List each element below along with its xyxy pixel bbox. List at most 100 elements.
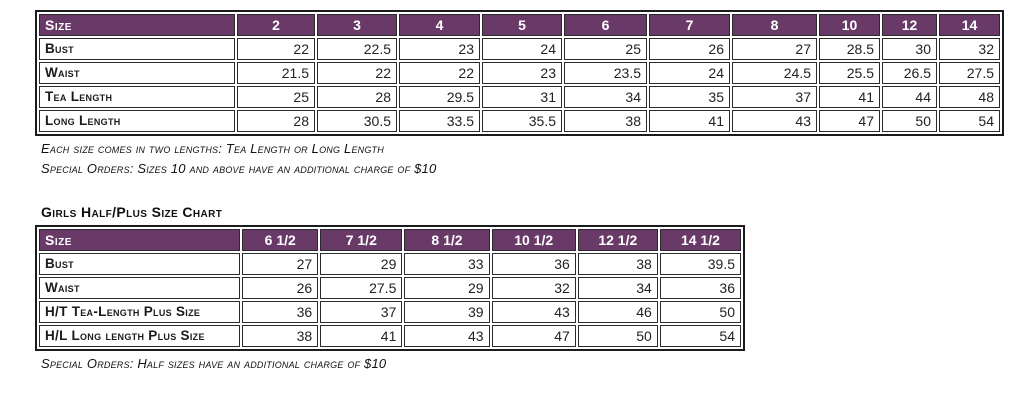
measurement-cell: 33 [404, 253, 490, 275]
measurement-cell: 38 [577, 253, 658, 275]
measurement-cell: 26 [649, 38, 730, 60]
girls-half-plus-size-chart-table: Size 6 1/2 7 1/2 8 1/2 10 1/2 12 1/2 14 1/2 Bus… [35, 225, 745, 351]
measurement-cell: 29.5 [399, 86, 480, 108]
measurement-cell: 28 [317, 86, 397, 108]
header-row: Size 2 3 4 5 6 7 8 10 12 14 [39, 14, 1000, 36]
row-label: H/T Tea-Length Plus Size [39, 301, 241, 323]
measurement-cell: 22 [317, 62, 397, 84]
table-row: Long Length 28 30.5 33.5 35.5 38 41 43 47 50 54 [39, 110, 1000, 132]
table-row: H/L Long length Plus Size 38 41 43 47 50 54 [39, 325, 741, 347]
measurement-cell: 54 [659, 325, 741, 347]
measurement-cell: 22 [237, 38, 315, 60]
measurement-cell: 23.5 [564, 62, 647, 84]
measurement-cell: 27.5 [320, 277, 403, 299]
measurement-cell: 26.5 [882, 62, 937, 84]
half-plus-chart-title: Girls Half/Plus Size Chart [41, 204, 223, 220]
measurement-cell: 39.5 [659, 253, 741, 275]
measurement-cell: 36 [491, 253, 576, 275]
measurement-cell: 29 [320, 253, 403, 275]
measurement-cell: 37 [320, 301, 403, 323]
measurement-cell: 27 [732, 38, 817, 60]
size-column-header: 14 [939, 14, 1000, 36]
measurement-cell: 50 [882, 110, 937, 132]
table-row: H/T Tea-Length Plus Size 36 37 39 43 46 50 [39, 301, 741, 323]
measurement-cell: 39 [404, 301, 490, 323]
measurement-cell: 29 [404, 277, 490, 299]
measurement-cell: 44 [882, 86, 937, 108]
row-label: Waist [39, 277, 241, 299]
measurement-cell: 37 [732, 86, 817, 108]
measurement-cell: 23 [399, 38, 480, 60]
measurement-cell: 22 [399, 62, 480, 84]
size-header-cell: Size [39, 14, 235, 36]
size-column-header: 2 [237, 14, 315, 36]
table-row: Bust 22 22.5 23 24 25 26 27 28.5 30 32 [39, 38, 1000, 60]
measurement-cell: 47 [491, 325, 576, 347]
size-column-header: 6 1/2 [242, 229, 319, 251]
measurement-cell: 31 [482, 86, 562, 108]
measurement-cell: 41 [819, 86, 880, 108]
lengths-note: Each size comes in two lengths: Tea Leng… [41, 141, 384, 156]
size-column-header: 5 [482, 14, 562, 36]
measurement-cell: 28 [237, 110, 315, 132]
size-column-header: 10 1/2 [491, 229, 576, 251]
measurement-cell: 25 [237, 86, 315, 108]
measurement-cell: 23 [482, 62, 562, 84]
measurement-cell: 50 [659, 301, 741, 323]
measurement-cell: 27 [242, 253, 319, 275]
measurement-cell: 47 [819, 110, 880, 132]
measurement-cell: 41 [649, 110, 730, 132]
measurement-cell: 30 [882, 38, 937, 60]
measurement-cell: 43 [732, 110, 817, 132]
measurement-cell: 33.5 [399, 110, 480, 132]
measurement-cell: 54 [939, 110, 1000, 132]
size-column-header: 3 [317, 14, 397, 36]
measurement-cell: 38 [564, 110, 647, 132]
size-column-header: 8 [732, 14, 817, 36]
size-header-cell: Size [39, 229, 241, 251]
size-column-header: 7 [649, 14, 730, 36]
measurement-cell: 32 [939, 38, 1000, 60]
table-row: Bust 27 29 33 36 38 39.5 [39, 253, 741, 275]
size-column-header: 4 [399, 14, 480, 36]
size-column-header: 14 1/2 [659, 229, 741, 251]
measurement-cell: 24 [482, 38, 562, 60]
measurement-cell: 34 [564, 86, 647, 108]
row-label: Bust [39, 253, 241, 275]
size-column-header: 6 [564, 14, 647, 36]
measurement-cell: 36 [659, 277, 741, 299]
measurement-cell: 21.5 [237, 62, 315, 84]
size-column-header: 8 1/2 [404, 229, 490, 251]
table-row: Tea Length 25 28 29.5 31 34 35 37 41 44 48 [39, 86, 1000, 108]
measurement-cell: 32 [491, 277, 576, 299]
measurement-cell: 28.5 [819, 38, 880, 60]
measurement-cell: 48 [939, 86, 1000, 108]
content-area: Size 2 3 4 5 6 7 8 10 12 14 Bust 22 22.5 23 24 25 26 27 28.… [35, 10, 1004, 371]
row-label: Waist [39, 62, 235, 84]
measurement-cell: 38 [242, 325, 319, 347]
row-label: Bust [39, 38, 235, 60]
measurement-cell: 46 [577, 301, 658, 323]
special-orders-note-sizes: Special Orders: Sizes 10 and above have … [41, 161, 437, 176]
measurement-cell: 41 [320, 325, 403, 347]
measurement-cell: 36 [242, 301, 319, 323]
measurement-cell: 24 [649, 62, 730, 84]
table-row: Waist 26 27.5 29 32 34 36 [39, 277, 741, 299]
measurement-cell: 27.5 [939, 62, 1000, 84]
girls-size-chart-table: Size 2 3 4 5 6 7 8 10 12 14 Bust 22 22.5 23 24 25 26 27 28.… [35, 10, 1004, 136]
measurement-cell: 26 [242, 277, 319, 299]
row-label: H/L Long length Plus Size [39, 325, 241, 347]
measurement-cell: 50 [577, 325, 658, 347]
measurement-cell: 35 [649, 86, 730, 108]
size-column-header: 7 1/2 [320, 229, 403, 251]
size-column-header: 12 1/2 [577, 229, 658, 251]
measurement-cell: 22.5 [317, 38, 397, 60]
measurement-cell: 24.5 [732, 62, 817, 84]
measurement-cell: 30.5 [317, 110, 397, 132]
measurement-cell: 25.5 [819, 62, 880, 84]
measurement-cell: 34 [577, 277, 658, 299]
header-row: Size 6 1/2 7 1/2 8 1/2 10 1/2 12 1/2 14 1/2 [39, 229, 741, 251]
special-orders-note-half: Special Orders: Half sizes have an addit… [41, 356, 387, 371]
measurement-cell: 43 [404, 325, 490, 347]
